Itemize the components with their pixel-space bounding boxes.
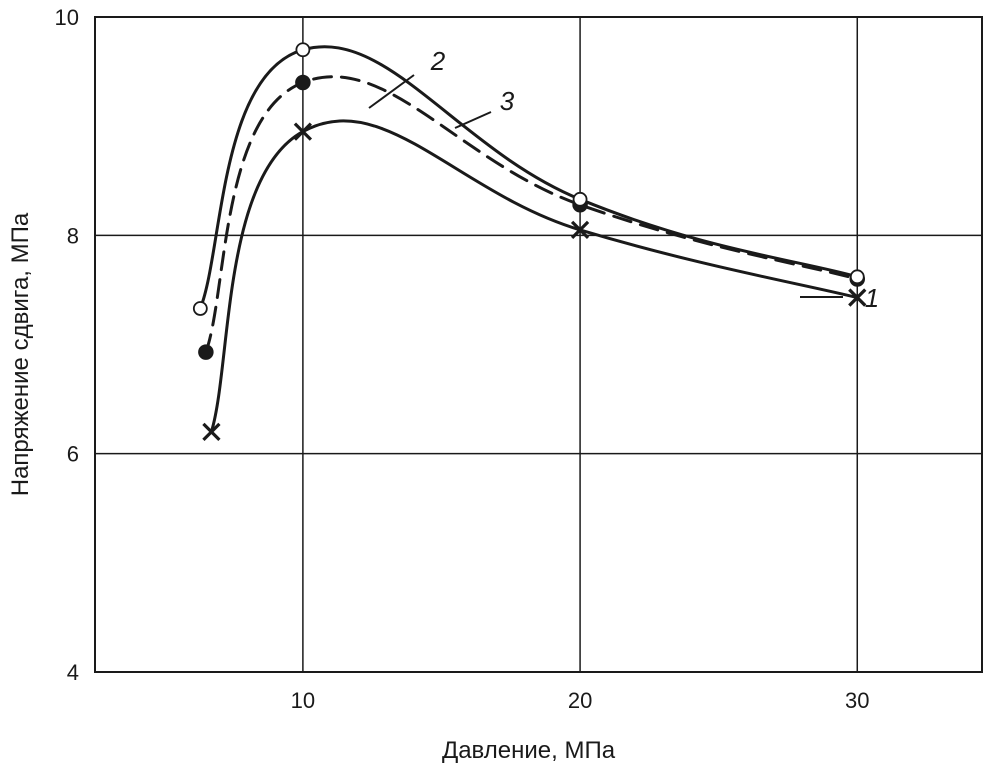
series-curves [198, 45, 859, 434]
series-label-leader [454, 111, 492, 129]
data-point-x-marker [202, 422, 221, 441]
tick-labels: 10 20 30 4 6 8 10 [55, 5, 870, 713]
y-tick-label: 8 [67, 223, 79, 248]
data-point-x-marker [570, 220, 590, 240]
x-tick-label: 30 [845, 688, 869, 713]
series-label-2: 2 [430, 46, 446, 76]
x-axis-title: Давление, МПа [442, 737, 616, 764]
data-point-open-marker [295, 42, 311, 58]
data-point-filled-marker [295, 74, 311, 91]
y-tick-label: 6 [67, 442, 79, 467]
y-tick-label: 4 [67, 660, 79, 685]
series-label-leader [368, 74, 415, 109]
y-axis-title: Напряжение сдвига, МПа [7, 212, 34, 496]
plot-frame [94, 16, 983, 673]
x-tick-label: 10 [291, 688, 315, 713]
data-point-open-marker [192, 301, 208, 316]
data-point-x-marker [848, 288, 867, 307]
series-line-1 [209, 119, 859, 434]
series-label-3: 3 [500, 86, 515, 116]
data-point-filled-marker [198, 344, 214, 360]
data-point-open-marker [849, 269, 865, 285]
grid [95, 17, 982, 672]
data-point-open-marker [572, 191, 588, 207]
series-label-1: 1 [865, 283, 879, 313]
data-point-x-marker [293, 122, 313, 141]
series-line-3 [198, 45, 859, 310]
x-tick-label: 20 [568, 688, 592, 713]
series-markers [192, 42, 867, 441]
series-labels: 1 2 3 [368, 46, 879, 313]
plot-border [94, 16, 983, 673]
y-tick-label: 10 [55, 5, 79, 30]
series-line-2 [204, 75, 859, 354]
